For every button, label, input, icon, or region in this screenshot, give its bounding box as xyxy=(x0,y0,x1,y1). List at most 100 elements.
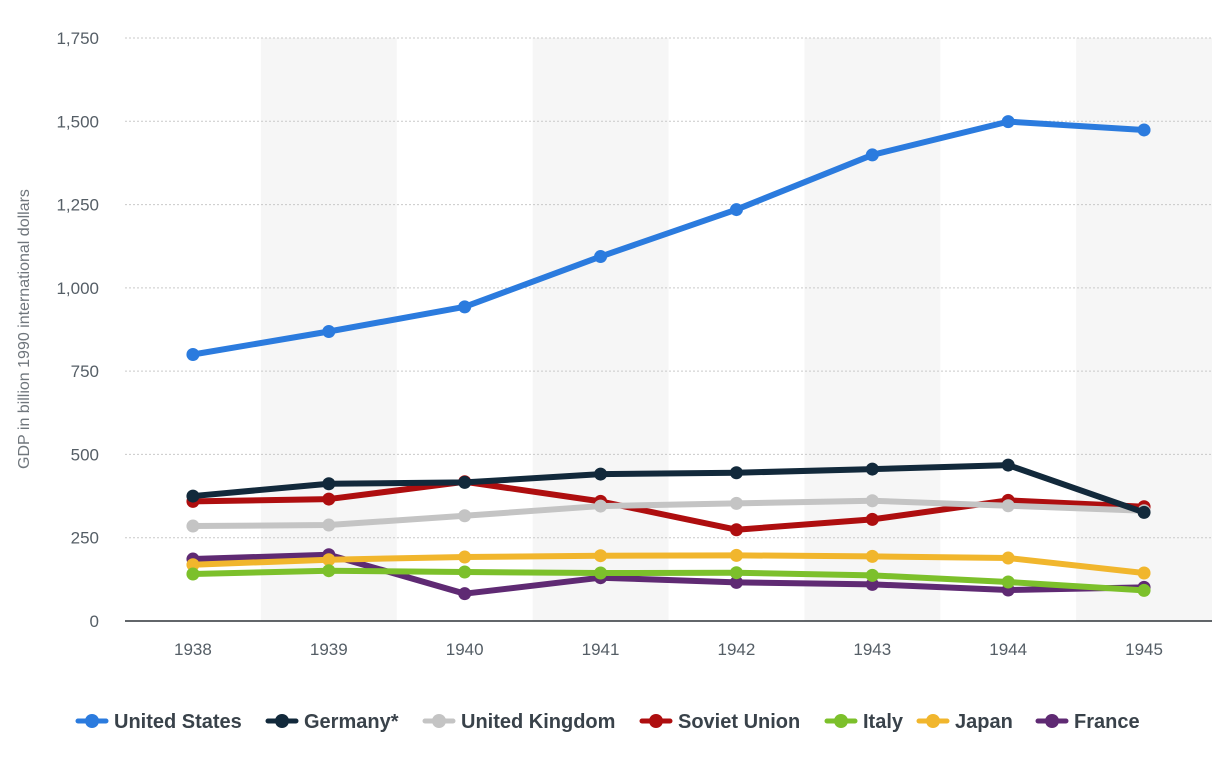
data-point[interactable] xyxy=(1001,115,1015,129)
x-tick-label: 1945 xyxy=(1125,640,1163,659)
x-tick-label: 1942 xyxy=(718,640,756,659)
data-point[interactable] xyxy=(458,509,472,523)
series-italy xyxy=(186,564,1151,597)
legend-marker xyxy=(1045,714,1059,728)
data-point[interactable] xyxy=(322,492,336,506)
legend-item[interactable]: Japan xyxy=(916,711,1013,733)
data-point[interactable] xyxy=(1137,505,1151,519)
data-point[interactable] xyxy=(186,489,200,503)
data-point[interactable] xyxy=(186,558,200,572)
data-point[interactable] xyxy=(186,347,200,361)
data-point[interactable] xyxy=(594,499,608,513)
data-point[interactable] xyxy=(594,250,608,264)
legend-item[interactable]: Italy xyxy=(824,711,904,733)
x-tick-label: 1943 xyxy=(853,640,891,659)
series-line xyxy=(189,118,1148,358)
legend-label: United Kingdom xyxy=(461,711,615,733)
data-point[interactable] xyxy=(322,553,336,567)
legend: United States Germany* United Kingdom Sovie… xyxy=(75,711,1140,733)
y-tick-label: 1,750 xyxy=(56,29,99,48)
legend-label: Japan xyxy=(955,711,1013,733)
series-line xyxy=(189,462,1148,516)
y-tick-label: 1,000 xyxy=(56,279,99,298)
legend-marker xyxy=(432,714,446,728)
series-lines xyxy=(186,115,1151,601)
data-point[interactable] xyxy=(186,567,200,581)
data-point[interactable] xyxy=(729,548,743,562)
legend-label: United States xyxy=(114,711,242,733)
x-tick-label: 1940 xyxy=(446,640,484,659)
y-tick-label: 250 xyxy=(71,529,99,548)
background-band xyxy=(532,38,669,621)
series-line xyxy=(189,567,1148,594)
data-point[interactable] xyxy=(1001,458,1015,472)
y-tick-label: 1,250 xyxy=(56,196,99,215)
y-tick-label: 750 xyxy=(71,362,99,381)
legend-item[interactable]: France xyxy=(1035,711,1140,733)
data-point[interactable] xyxy=(458,587,472,601)
y-axis-ticks: 0 250 500 750 1,000 1,250 1,500 1,750 xyxy=(56,29,99,631)
series-japan xyxy=(186,548,1151,580)
x-tick-label: 1939 xyxy=(310,640,348,659)
data-point[interactable] xyxy=(594,566,608,580)
data-point[interactable] xyxy=(865,512,879,526)
data-point[interactable] xyxy=(1001,551,1015,565)
x-axis-ticks: 1938 1939 1940 1941 1942 1943 1944 1945 xyxy=(174,640,1163,659)
data-point[interactable] xyxy=(729,566,743,580)
data-point[interactable] xyxy=(322,477,336,491)
data-point[interactable] xyxy=(1001,499,1015,513)
legend-item[interactable]: Soviet Union xyxy=(639,711,800,733)
data-point[interactable] xyxy=(186,519,200,533)
legend-label: Soviet Union xyxy=(678,711,800,733)
data-point[interactable] xyxy=(865,462,879,476)
series-united-states xyxy=(186,115,1151,361)
data-point[interactable] xyxy=(729,523,743,537)
x-tick-label: 1941 xyxy=(582,640,620,659)
data-point[interactable] xyxy=(865,577,879,591)
data-point[interactable] xyxy=(458,300,472,314)
gridlines xyxy=(125,37,1212,539)
data-point[interactable] xyxy=(458,565,472,579)
legend-item[interactable]: United Kingdom xyxy=(422,711,615,733)
data-point[interactable] xyxy=(1137,583,1151,597)
legend-item[interactable]: Germany* xyxy=(265,711,399,733)
legend-marker xyxy=(926,714,940,728)
legend-label: Germany* xyxy=(304,711,399,733)
legend-label: Italy xyxy=(863,711,904,733)
series-germany xyxy=(186,458,1151,519)
series-line xyxy=(189,552,1148,577)
data-point[interactable] xyxy=(865,148,879,162)
x-tick-label: 1944 xyxy=(989,640,1027,659)
x-tick-label: 1938 xyxy=(174,640,212,659)
data-point[interactable] xyxy=(1137,566,1151,580)
data-point[interactable] xyxy=(322,564,336,578)
data-point[interactable] xyxy=(322,324,336,338)
y-tick-label: 0 xyxy=(90,612,99,631)
data-point[interactable] xyxy=(729,575,743,589)
data-point[interactable] xyxy=(729,496,743,510)
data-point[interactable] xyxy=(594,467,608,481)
legend-marker xyxy=(85,714,99,728)
data-point[interactable] xyxy=(322,518,336,532)
legend-label: France xyxy=(1074,711,1140,733)
data-point[interactable] xyxy=(865,549,879,563)
data-point[interactable] xyxy=(729,203,743,217)
legend-marker xyxy=(649,714,663,728)
legend-marker xyxy=(834,714,848,728)
y-tick-label: 500 xyxy=(71,445,99,464)
background-band xyxy=(804,38,941,621)
data-point[interactable] xyxy=(458,550,472,564)
data-point[interactable] xyxy=(865,494,879,508)
data-point[interactable] xyxy=(729,466,743,480)
legend-item[interactable]: United States xyxy=(75,711,242,733)
data-point[interactable] xyxy=(458,475,472,489)
data-point[interactable] xyxy=(865,568,879,582)
y-axis-title: GDP in billion 1990 international dollar… xyxy=(16,189,33,469)
y-tick-label: 1,500 xyxy=(56,112,99,131)
data-point[interactable] xyxy=(594,549,608,563)
data-point[interactable] xyxy=(1001,575,1015,589)
series-line xyxy=(189,497,1148,530)
data-point[interactable] xyxy=(1137,123,1151,137)
